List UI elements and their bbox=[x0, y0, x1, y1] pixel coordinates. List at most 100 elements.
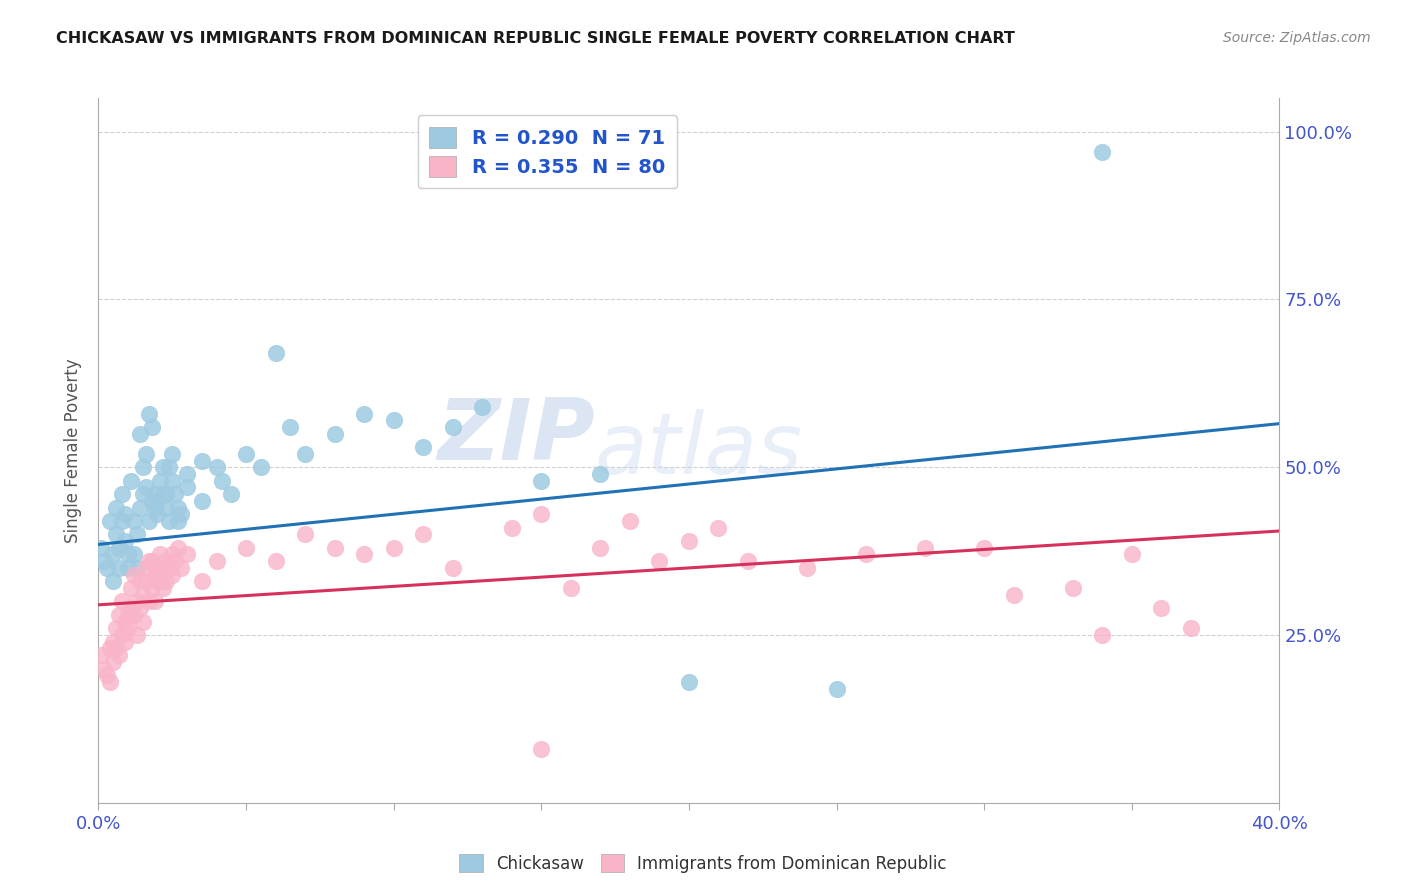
Point bbox=[98, 514, 121, 528]
Point bbox=[105, 500, 128, 515]
Point bbox=[441, 561, 464, 575]
Point bbox=[103, 574, 125, 589]
Point bbox=[125, 527, 148, 541]
Point bbox=[132, 615, 155, 629]
Point bbox=[114, 615, 136, 629]
Point bbox=[103, 548, 125, 562]
Point bbox=[855, 548, 877, 562]
Point bbox=[619, 514, 641, 528]
Point bbox=[93, 662, 115, 676]
Point bbox=[155, 487, 177, 501]
Point bbox=[176, 467, 198, 481]
Point bbox=[162, 474, 183, 488]
Point bbox=[141, 554, 163, 568]
Point bbox=[108, 561, 131, 575]
Point bbox=[111, 628, 134, 642]
Point bbox=[152, 581, 174, 595]
Point bbox=[98, 675, 121, 690]
Point bbox=[122, 607, 145, 622]
Point bbox=[128, 601, 150, 615]
Point bbox=[1150, 601, 1173, 615]
Point bbox=[111, 514, 134, 528]
Point bbox=[128, 574, 150, 589]
Point bbox=[117, 548, 139, 562]
Point bbox=[105, 527, 128, 541]
Point bbox=[221, 487, 243, 501]
Point bbox=[132, 487, 155, 501]
Point bbox=[441, 420, 464, 434]
Point bbox=[108, 607, 131, 622]
Point bbox=[111, 594, 134, 608]
Legend: Chickasaw, Immigrants from Dominican Republic: Chickasaw, Immigrants from Dominican Rep… bbox=[453, 847, 953, 880]
Point bbox=[114, 634, 136, 648]
Point bbox=[165, 554, 187, 568]
Point bbox=[143, 594, 166, 608]
Point bbox=[152, 487, 174, 501]
Point bbox=[162, 548, 183, 562]
Point bbox=[125, 561, 148, 575]
Point bbox=[146, 493, 169, 508]
Point bbox=[138, 514, 160, 528]
Point bbox=[1121, 548, 1143, 562]
Point bbox=[191, 493, 214, 508]
Point bbox=[152, 460, 174, 475]
Text: Source: ZipAtlas.com: Source: ZipAtlas.com bbox=[1223, 31, 1371, 45]
Point bbox=[353, 407, 375, 421]
Point bbox=[114, 534, 136, 549]
Point bbox=[141, 420, 163, 434]
Point bbox=[128, 500, 150, 515]
Point bbox=[162, 447, 183, 461]
Point bbox=[152, 561, 174, 575]
Point bbox=[132, 460, 155, 475]
Legend: R = 0.290  N = 71, R = 0.355  N = 80: R = 0.290 N = 71, R = 0.355 N = 80 bbox=[418, 115, 676, 188]
Point bbox=[191, 574, 214, 589]
Point bbox=[146, 561, 169, 575]
Point bbox=[135, 574, 157, 589]
Text: ZIP: ZIP bbox=[437, 395, 595, 478]
Point bbox=[167, 514, 190, 528]
Point bbox=[280, 420, 302, 434]
Point bbox=[323, 426, 346, 441]
Point bbox=[678, 675, 700, 690]
Point bbox=[149, 474, 172, 488]
Point bbox=[825, 681, 848, 696]
Point bbox=[501, 521, 523, 535]
Point bbox=[737, 554, 759, 568]
Point bbox=[167, 541, 190, 555]
Point bbox=[157, 514, 180, 528]
Point bbox=[125, 594, 148, 608]
Point bbox=[707, 521, 730, 535]
Point bbox=[128, 426, 150, 441]
Point bbox=[105, 641, 128, 656]
Point bbox=[1091, 628, 1114, 642]
Point bbox=[382, 413, 405, 427]
Point bbox=[108, 648, 131, 662]
Point bbox=[141, 581, 163, 595]
Point bbox=[294, 447, 316, 461]
Point bbox=[103, 634, 125, 648]
Point bbox=[205, 554, 228, 568]
Point bbox=[146, 574, 169, 589]
Point bbox=[1180, 621, 1202, 635]
Point bbox=[111, 487, 134, 501]
Point bbox=[143, 500, 166, 515]
Point bbox=[96, 668, 118, 682]
Point bbox=[149, 548, 172, 562]
Point bbox=[323, 541, 346, 555]
Point bbox=[155, 574, 177, 589]
Point bbox=[250, 460, 273, 475]
Point bbox=[120, 474, 142, 488]
Point bbox=[143, 487, 166, 501]
Point bbox=[143, 567, 166, 582]
Point bbox=[90, 541, 112, 555]
Point bbox=[155, 554, 177, 568]
Point bbox=[117, 607, 139, 622]
Point bbox=[191, 453, 214, 467]
Point bbox=[122, 567, 145, 582]
Point bbox=[117, 621, 139, 635]
Point bbox=[205, 460, 228, 475]
Point bbox=[167, 500, 190, 515]
Point bbox=[157, 460, 180, 475]
Point bbox=[135, 561, 157, 575]
Point bbox=[108, 541, 131, 555]
